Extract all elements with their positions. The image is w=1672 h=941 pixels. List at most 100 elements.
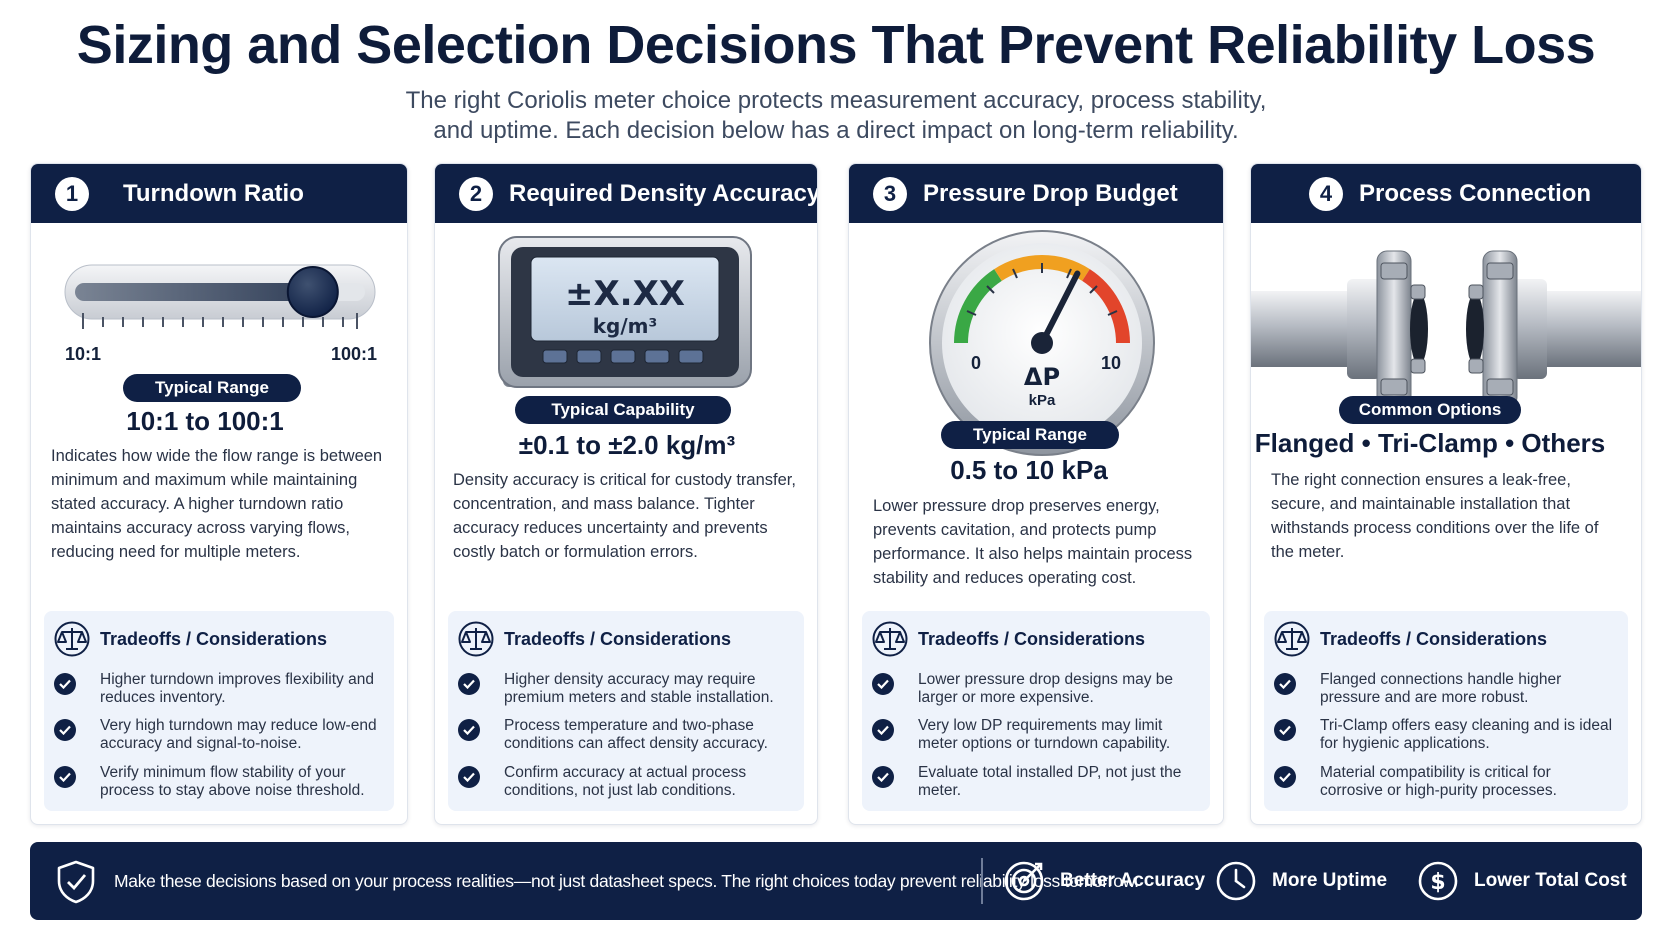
turndown-slider-visual: 10:1 100:1 xyxy=(31,223,407,553)
card-header: 2 Required Density Accuracy xyxy=(435,164,817,223)
tradeoff-item: Higher density accuracy may require prem… xyxy=(458,671,794,707)
tradeoffs-header: Tradeoffs / Considerations xyxy=(54,619,327,659)
check-icon xyxy=(458,673,480,695)
scale-max-label: 100:1 xyxy=(331,344,377,364)
card-title: Process Connection xyxy=(1359,179,1592,207)
gauge-needle xyxy=(1039,270,1081,346)
range-value: 10:1 to 100:1 xyxy=(126,406,284,436)
gauge-max-label: 10 xyxy=(1101,353,1121,373)
check-icon xyxy=(872,766,894,788)
card-description: Density accuracy is critical for custody… xyxy=(453,471,796,561)
tradeoff-text: Very low DP requirements may limit meter… xyxy=(918,717,1171,752)
card-process-connection: 4 Process Connection xyxy=(1250,163,1642,825)
tradeoff-text: Higher density accuracy may require prem… xyxy=(504,671,774,706)
benefit-better-accuracy: Better Accuracy xyxy=(1002,842,1205,920)
benefit-label: Better Accuracy xyxy=(1060,870,1206,891)
dollar-icon: $ xyxy=(1418,861,1458,901)
card-density-accuracy: 2 Required Density Accuracy ±X.XX kg/m³ xyxy=(434,163,818,825)
check-icon xyxy=(1274,719,1296,741)
check-icon xyxy=(54,719,76,741)
tradeoff-item: Verify minimum flow stability of your pr… xyxy=(54,764,384,800)
benefit-label: More Uptime xyxy=(1272,870,1388,891)
card-description: Lower pressure drop preserves energy, pr… xyxy=(873,497,1193,587)
tradeoff-text: Material compatibility is critical for c… xyxy=(1320,764,1557,799)
benefit-lower-total-cost: $ Lower Total Cost xyxy=(1416,842,1627,920)
card-number: 1 xyxy=(55,176,89,211)
display-unit: kg/m³ xyxy=(593,314,658,338)
tradeoff-item: Lower pressure drop designs may be large… xyxy=(872,671,1200,707)
tradeoff-text: Verify minimum flow stability of your pr… xyxy=(100,764,365,799)
typical-capability-pill: Typical Capability xyxy=(515,396,731,424)
check-icon xyxy=(54,673,76,695)
tradeoff-item: Confirm accuracy at actual process condi… xyxy=(458,764,794,800)
check-icon xyxy=(1274,766,1296,788)
range-value: 0.5 to 10 kPa xyxy=(950,455,1108,485)
tradeoff-text: Flanged connections handle higher pressu… xyxy=(1320,671,1562,706)
target-icon xyxy=(1004,861,1044,901)
scale-balance-icon xyxy=(872,621,908,657)
tradeoff-item: Process temperature and two-phase condit… xyxy=(458,717,794,753)
card-description: The right connection ensures a leak-free… xyxy=(1271,471,1599,561)
svg-text:$: $ xyxy=(1430,870,1445,895)
digital-display-icon: ±X.XX kg/m³ xyxy=(498,236,752,388)
subtitle-line-2: and uptime. Each decision below has a di… xyxy=(433,117,1239,144)
typical-range-pill: Typical Range xyxy=(123,374,301,402)
card-description: Indicates how wide the flow range is bet… xyxy=(51,447,383,561)
tradeoff-text: Lower pressure drop designs may be large… xyxy=(918,671,1174,706)
scale-balance-icon xyxy=(54,621,90,657)
check-icon xyxy=(872,673,894,695)
tradeoffs-title: Tradeoffs / Considerations xyxy=(504,628,732,649)
footer-banner: Make these decisions based on your proce… xyxy=(30,842,1642,920)
tradeoffs-panel: Tradeoffs / Considerations Lower pressur… xyxy=(862,611,1210,811)
tradeoffs-panel: Tradeoffs / Considerations Higher densit… xyxy=(448,611,804,811)
tradeoff-text: Process temperature and two-phase condit… xyxy=(504,717,768,752)
card-header: 1 Turndown Ratio xyxy=(31,164,407,223)
tradeoff-text: Confirm accuracy at actual process condi… xyxy=(504,764,747,799)
page-subtitle: The right Coriolis meter choice protects… xyxy=(0,86,1672,146)
tradeoff-text: Tri-Clamp offers easy cleaning and is id… xyxy=(1320,717,1613,752)
card-header: 3 Pressure Drop Budget xyxy=(849,164,1223,223)
tradeoff-item: Higher turndown improves flexibility and… xyxy=(54,671,384,707)
tradeoff-text: Evaluate total installed DP, not just th… xyxy=(918,764,1182,799)
tradeoffs-header: Tradeoffs / Considerations xyxy=(872,619,1145,659)
tradeoff-text: Very high turndown may reduce low-end ac… xyxy=(100,717,377,752)
scale-balance-icon xyxy=(458,621,494,657)
common-options-pill: Common Options xyxy=(1339,396,1521,424)
density-display-visual: ±X.XX kg/m³ xyxy=(435,223,817,553)
gauge-orange-zone xyxy=(994,255,1090,281)
range-value: ±0.1 to ±2.0 kg/m³ xyxy=(518,430,736,460)
pipe-flange-visual xyxy=(1251,223,1641,553)
card-number: 4 xyxy=(1309,176,1343,211)
tradeoff-item: Material compatibility is critical for c… xyxy=(1274,764,1618,800)
benefit-label: Lower Total Cost xyxy=(1474,870,1627,891)
check-icon xyxy=(458,766,480,788)
tradeoff-item: Flanged connections handle higher pressu… xyxy=(1274,671,1618,707)
tradeoff-item: Very low DP requirements may limit meter… xyxy=(872,717,1200,753)
subtitle-line-1: The right Coriolis meter choice protects… xyxy=(405,87,1267,114)
scale-balance-icon xyxy=(1274,621,1310,657)
check-icon xyxy=(54,766,76,788)
range-value: Flanged • Tri-Clamp • Others xyxy=(1254,428,1606,458)
card-title: Required Density Accuracy xyxy=(509,179,818,207)
gauge-green-zone xyxy=(954,269,1002,344)
tradeoffs-panel: Tradeoffs / Considerations Flanged conne… xyxy=(1264,611,1628,811)
footer-divider xyxy=(981,858,983,904)
gauge-red-zone xyxy=(1082,269,1130,344)
benefit-more-uptime: More Uptime xyxy=(1214,842,1387,920)
scale-min-label: 10:1 xyxy=(65,344,101,364)
gauge-symbol: ΔP xyxy=(1024,363,1060,391)
tradeoffs-title: Tradeoffs / Considerations xyxy=(918,628,1146,649)
tradeoff-text: Higher turndown improves flexibility and… xyxy=(100,671,374,706)
tradeoffs-title: Tradeoffs / Considerations xyxy=(1320,628,1548,649)
tradeoffs-header: Tradeoffs / Considerations xyxy=(1274,619,1547,659)
tradeoff-item: Very high turndown may reduce low-end ac… xyxy=(54,717,384,753)
shield-check-icon xyxy=(57,860,95,904)
card-turndown-ratio: 1 Turndown Ratio xyxy=(30,163,408,825)
gauge-unit: kPa xyxy=(1029,392,1056,409)
pressure-gauge-visual: 0 10 ΔP kPa xyxy=(849,223,1223,553)
display-value: ±X.XX xyxy=(565,274,685,314)
tradeoffs-panel: Tradeoffs / Considerations Higher turndo… xyxy=(44,611,394,811)
card-pressure-drop: 3 Pressure Drop Budget xyxy=(848,163,1224,825)
tradeoff-item: Tri-Clamp offers easy cleaning and is id… xyxy=(1274,717,1618,753)
page-title: Sizing and Selection Decisions That Prev… xyxy=(76,15,1596,75)
